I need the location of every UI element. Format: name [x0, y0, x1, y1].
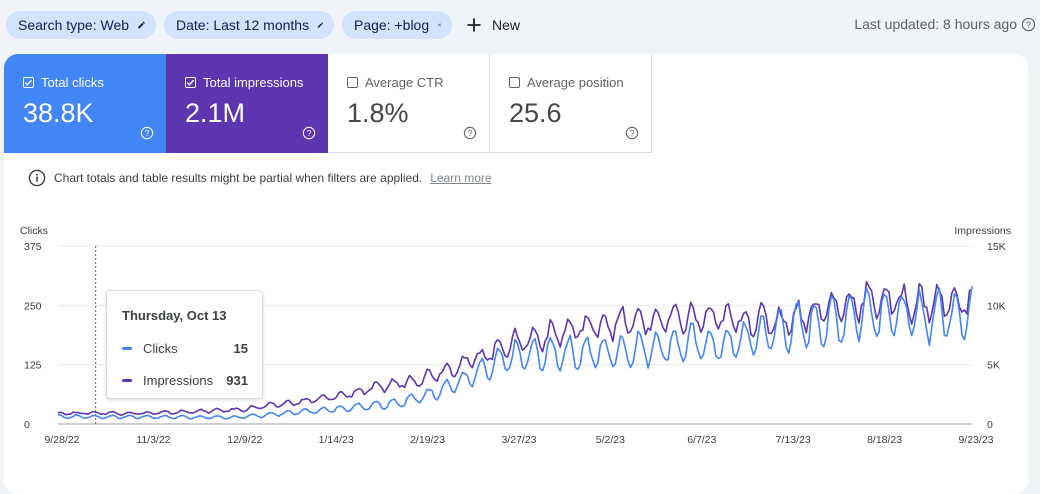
help-icon[interactable]: ? — [463, 126, 477, 140]
x-tick-label: 6/7/23 — [687, 434, 716, 446]
filter-chip-label: Search type: Web — [18, 17, 130, 33]
right-tick-label: 10K — [987, 300, 1006, 312]
metric-value: 38.8K — [23, 98, 94, 128]
left-tick-label: 125 — [24, 360, 42, 372]
tooltip-series-name: Clicks — [143, 341, 178, 356]
left-tick-label: 375 — [24, 241, 42, 253]
left-tick-label: 0 — [24, 419, 30, 431]
metric-value: 1.8% — [347, 98, 409, 128]
left-axis-title: Clicks — [20, 225, 48, 237]
tooltip-series-name: Impressions — [143, 373, 214, 388]
filter-bar: Search type: Web Date: Last 12 months Pa… — [0, 0, 1040, 50]
metric-value: 25.6 — [509, 98, 562, 128]
metric-label-row: Average CTR — [347, 75, 444, 90]
checkbox-checked-icon[interactable] — [23, 77, 34, 88]
chart-tooltip: Thursday, Oct 13 Clicks 15 Impressions 9… — [106, 290, 263, 399]
help-icon[interactable]: ? — [302, 126, 316, 140]
x-tick-label: 9/28/22 — [44, 434, 79, 446]
metric-average-position[interactable]: Average position 25.6 ? — [490, 54, 652, 153]
plus-icon — [467, 18, 481, 32]
svg-text:?: ? — [630, 128, 635, 138]
right-axis-title: Impressions — [954, 225, 1011, 237]
help-icon[interactable]: ? — [140, 126, 154, 140]
filter-chip-label: Date: Last 12 months — [176, 17, 310, 33]
x-tick-label: 8/18/23 — [867, 434, 902, 446]
metric-label: Average CTR — [365, 75, 444, 90]
series-line-clicks — [58, 286, 973, 420]
svg-text:?: ? — [468, 128, 473, 138]
notice-text: Chart totals and table results might be … — [54, 171, 423, 185]
checkbox-checked-icon[interactable] — [185, 77, 196, 88]
series-line-impressions — [57, 281, 973, 416]
last-updated-text: Last updated: 8 hours ago — [854, 16, 1017, 32]
x-tick-label: 1/14/23 — [319, 434, 354, 446]
x-tick-label: 5/2/23 — [596, 434, 625, 446]
x-tick-label: 3/27/23 — [501, 434, 536, 446]
svg-text:?: ? — [145, 128, 150, 138]
checkbox-unchecked-icon[interactable] — [509, 77, 520, 88]
filter-chip-label: Page: +blog — [354, 17, 430, 33]
x-tick-label: 9/23/23 — [958, 434, 993, 446]
new-filter-label: New — [492, 17, 521, 33]
x-tick-label: 2/19/23 — [410, 434, 445, 446]
tooltip-series-value: 931 — [226, 373, 248, 388]
tooltip-series-value: 15 — [233, 341, 248, 356]
right-tick-label: 15K — [987, 241, 1006, 253]
metric-total-impressions[interactable]: Total impressions 2.1M ? — [166, 54, 328, 153]
x-tick-label: 11/3/22 — [136, 434, 170, 446]
pencil-icon[interactable] — [317, 18, 324, 32]
partial-data-notice: Chart totals and table results might be … — [28, 169, 492, 187]
last-updated: Last updated: 8 hours ago ? — [854, 16, 1036, 32]
svg-text:?: ? — [307, 128, 312, 138]
right-tick-label: 5K — [987, 360, 1000, 372]
tooltip-date: Thursday, Oct 13 — [122, 308, 227, 323]
filter-chip-page[interactable]: Page: +blog — [342, 11, 452, 39]
metric-label-row: Total impressions — [185, 75, 303, 90]
close-icon[interactable] — [437, 18, 442, 32]
learn-more-link[interactable]: Learn more — [430, 171, 492, 185]
info-icon — [28, 169, 46, 187]
svg-text:?: ? — [1026, 19, 1031, 29]
help-icon[interactable]: ? — [1021, 17, 1036, 32]
metric-label: Total impressions — [203, 75, 304, 90]
left-tick-label: 250 — [24, 300, 42, 312]
filter-chip-date[interactable]: Date: Last 12 months — [164, 11, 334, 39]
right-tick-label: 0 — [987, 419, 993, 431]
metric-average-ctr[interactable]: Average CTR 1.8% ? — [328, 54, 490, 153]
impressions-legend-swatch — [122, 379, 132, 382]
x-tick-label: 12/9/22 — [227, 434, 262, 446]
x-tick-label: 7/13/23 — [776, 434, 811, 446]
filter-chip-search-type[interactable]: Search type: Web — [6, 11, 156, 39]
pencil-icon[interactable] — [137, 18, 146, 32]
metric-label: Total clicks — [41, 75, 104, 90]
metric-value: 2.1M — [185, 98, 246, 128]
help-icon[interactable]: ? — [625, 126, 639, 140]
new-filter-button[interactable]: New — [466, 11, 520, 39]
metric-label: Average position — [527, 75, 624, 90]
tooltip-row-impressions: Impressions 931 — [122, 373, 248, 388]
performance-chart[interactable]: 0 0 125 5K 250 10K 375 15K 9/28/22 11/3/22 12/9/22… — [4, 54, 1028, 468]
clicks-legend-swatch — [122, 347, 132, 350]
checkbox-unchecked-icon[interactable] — [347, 77, 358, 88]
metric-total-clicks[interactable]: Total clicks 38.8K ? — [4, 54, 166, 153]
performance-card: Total clicks 38.8K ? Total impressions 2… — [4, 54, 1028, 494]
metric-label-row: Average position — [509, 75, 624, 90]
tooltip-row-clicks: Clicks 15 — [122, 341, 248, 356]
metric-label-row: Total clicks — [23, 75, 104, 90]
